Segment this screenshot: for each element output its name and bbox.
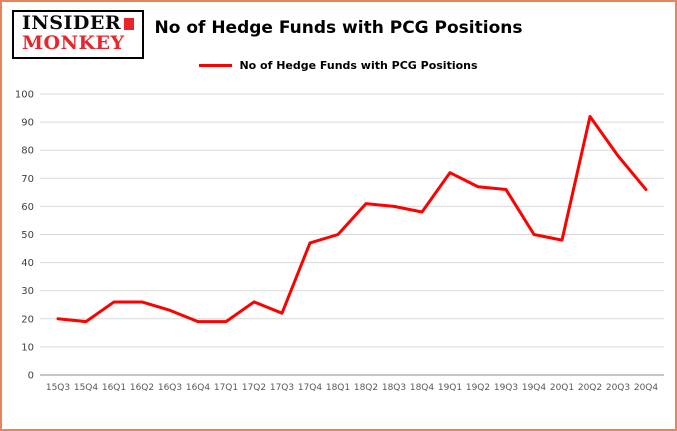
x-tick-label: 16Q2 xyxy=(130,383,154,393)
legend: No of Hedge Funds with PCG Positions xyxy=(2,59,675,72)
x-tick-label: 20Q4 xyxy=(634,383,659,393)
y-tick-label: 50 xyxy=(21,230,34,241)
x-tick-label: 18Q3 xyxy=(382,383,406,393)
y-tick-label: 90 xyxy=(21,118,34,129)
logo-red-square-icon xyxy=(124,17,135,30)
y-tick-label: 100 xyxy=(15,90,34,101)
series-line xyxy=(56,114,648,324)
x-tick-label: 16Q1 xyxy=(102,383,126,393)
logo-text-insider: INSIDER xyxy=(22,12,122,34)
y-tick-label: 60 xyxy=(21,202,34,213)
legend-line-swatch xyxy=(199,64,233,67)
x-tick-label: 18Q4 xyxy=(410,383,435,393)
x-tick-label: 20Q1 xyxy=(550,383,574,393)
insider-monkey-logo: INSIDER MONKEY xyxy=(12,10,145,59)
chart-title: No of Hedge Funds with PCG Positions xyxy=(154,18,523,38)
y-tick-label: 40 xyxy=(21,258,34,269)
logo-text-monkey: MONKEY xyxy=(22,31,125,54)
logo-line-insider: INSIDER xyxy=(22,12,135,34)
x-tick-label: 17Q4 xyxy=(298,383,323,393)
line-chart: 0 10 20 30 40 50 60 70 80 90 100 15Q3 15Q4 16Q1 16Q2 16… xyxy=(15,90,664,393)
x-tick-label: 19Q1 xyxy=(438,383,462,393)
y-tick-label: 20 xyxy=(21,314,34,325)
y-tick-label: 30 xyxy=(21,286,34,297)
y-tick-label: 70 xyxy=(21,174,34,185)
x-tick-label: 15Q3 xyxy=(46,383,70,393)
x-tick-label: 20Q3 xyxy=(606,383,630,393)
y-tick-label: 0 xyxy=(28,371,34,382)
x-tick-label: 18Q2 xyxy=(354,383,378,393)
x-tick-label: 19Q2 xyxy=(466,383,490,393)
x-tick-label: 17Q3 xyxy=(270,383,294,393)
x-tick-label: 19Q4 xyxy=(522,383,547,393)
x-tick-label: 16Q3 xyxy=(158,383,182,393)
x-tick-label: 16Q4 xyxy=(186,383,211,393)
y-tick-label: 80 xyxy=(21,146,34,157)
x-tick-label: 17Q1 xyxy=(214,383,238,393)
x-tick-label: 19Q3 xyxy=(494,383,518,393)
y-tick-label: 10 xyxy=(21,342,34,353)
legend-label: No of Hedge Funds with PCG Positions xyxy=(239,59,478,72)
x-tick-label: 18Q1 xyxy=(326,383,350,393)
x-tick-label: 20Q2 xyxy=(578,383,602,393)
x-tick-label: 17Q2 xyxy=(242,383,266,393)
x-tick-label: 15Q4 xyxy=(74,383,99,393)
